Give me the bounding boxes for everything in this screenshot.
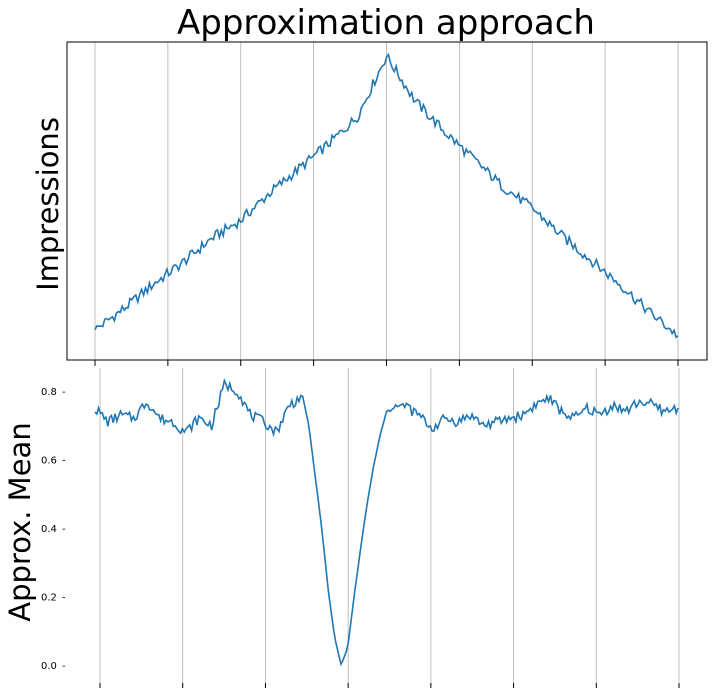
approx-mean-y-tick-mark: - — [62, 661, 66, 672]
chart-title: Approximation approach — [177, 3, 595, 43]
approx-mean-y-tick-mark: - — [62, 456, 66, 467]
approx-mean-panel: 0.0 -0.2 -0.4 -0.6 -0.8- Approx. Mean — [3, 368, 680, 688]
approx-mean-y-axis-label: Approx. Mean — [3, 422, 37, 621]
impressions-y-axis-label: Impressions — [31, 117, 65, 291]
impressions-axes-frame — [66, 41, 708, 361]
approx-mean-y-tick-label: 0.0 — [41, 661, 57, 672]
approx-mean-y-ticks: 0.0 -0.2 -0.4 -0.6 -0.8- — [41, 387, 66, 672]
approx-mean-y-tick-label: 0.8 — [41, 387, 57, 398]
approx-mean-y-tick-label: 0.6 — [41, 456, 57, 467]
impressions-series-line — [94, 52, 679, 339]
impressions-gridlines — [94, 42, 679, 360]
impressions-x-ticks — [94, 360, 679, 366]
approx-mean-y-tick-mark: - — [62, 593, 66, 604]
approx-mean-gridlines — [99, 368, 680, 686]
approx-mean-y-tick-mark: - — [62, 524, 66, 535]
approx-mean-x-ticks — [99, 683, 680, 688]
approx-mean-y-tick-label: 0.4 — [41, 524, 57, 535]
approx-mean-y-tick-mark: - — [62, 387, 66, 398]
impressions-panel: Impressions — [31, 41, 708, 366]
approx-mean-series-line — [94, 377, 679, 667]
approx-mean-y-tick-label: 0.2 — [41, 593, 57, 604]
